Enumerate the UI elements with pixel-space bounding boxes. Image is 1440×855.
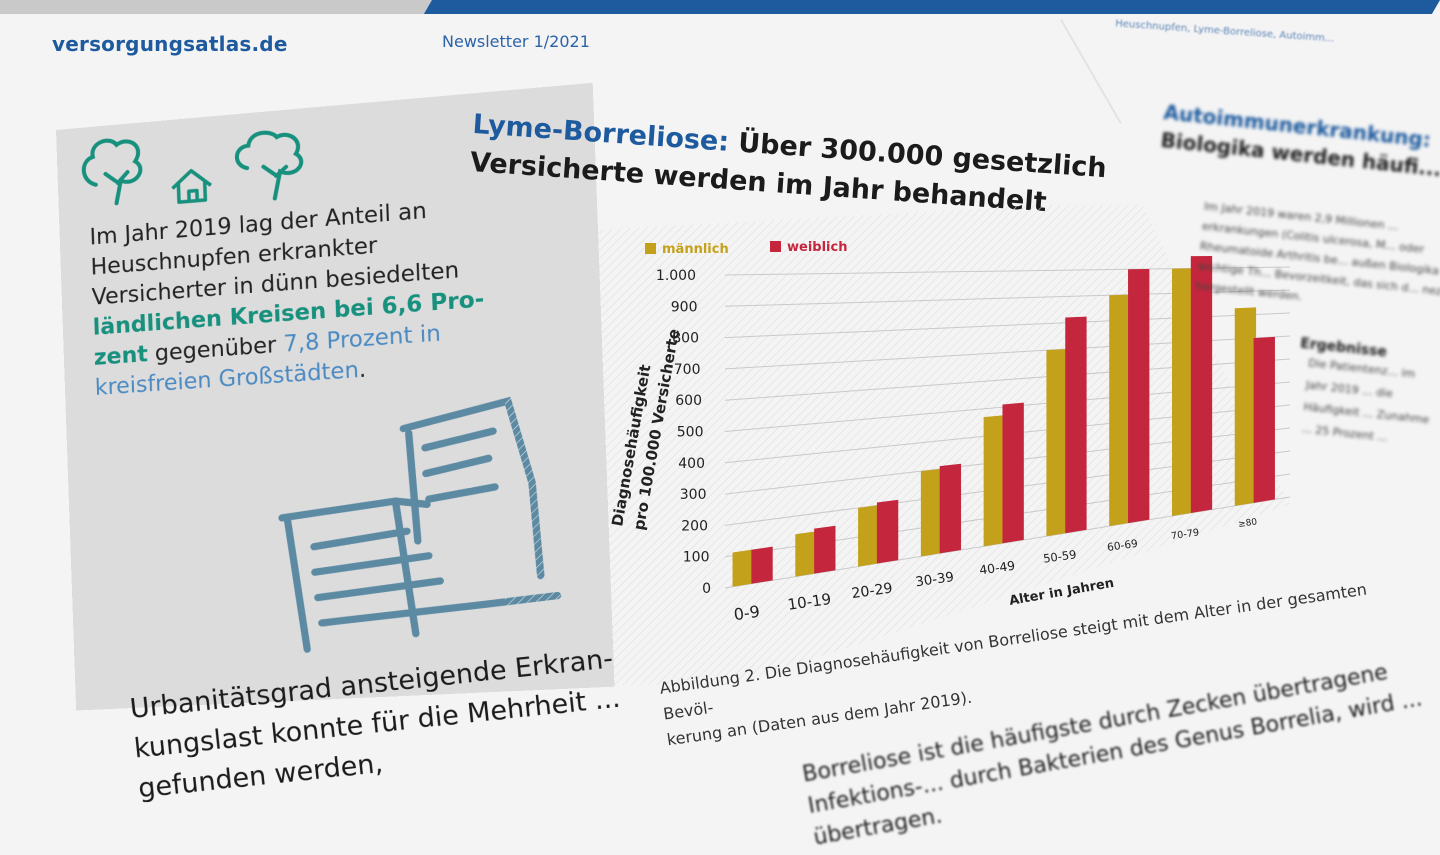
tree-icon: [225, 121, 320, 210]
right-column-body: Im Jahr 2019 waren 2,9 Millionen ... erk…: [1145, 191, 1440, 322]
house-icon: [168, 163, 216, 207]
column-divider: [1060, 19, 1122, 124]
bar-männlich: [1109, 295, 1130, 527]
newsletter-label: Newsletter 1/2021: [442, 32, 590, 51]
y-tick-label: 300: [680, 487, 707, 503]
y-tick-label: 400: [678, 456, 705, 472]
x-tick-label: 0-9: [732, 602, 761, 624]
bar-weiblich: [940, 464, 961, 554]
bar-weiblich: [751, 547, 772, 584]
y-tick-label: 900: [671, 299, 698, 315]
y-tick-label: 100: [683, 550, 710, 566]
legend-swatch: [770, 241, 781, 252]
top-bar-blue: [424, 0, 1440, 14]
page-header-nav: Heuschnupfen, Lyme-Borreliose, Autoimm..…: [1115, 18, 1335, 44]
y-tick-label: 500: [677, 425, 704, 441]
bar-weiblich: [1002, 403, 1023, 544]
bar-männlich: [858, 505, 879, 567]
top-bar-grey: [0, 0, 440, 14]
bar-weiblich: [1065, 317, 1086, 534]
legend-label: männlich: [662, 242, 729, 257]
x-tick-label: ≥80: [1238, 517, 1258, 530]
bar-männlich: [1046, 349, 1067, 536]
info-text-part: gegenüber: [147, 332, 283, 367]
bar-männlich: [984, 415, 1005, 546]
info-box-text: Im Jahr 2019 lag der Anteil an Heuschnup…: [89, 191, 496, 404]
legend-label: weiblich: [787, 240, 847, 255]
y-tick-label: 1.000: [656, 268, 696, 284]
site-name[interactable]: versorgungsatlas.de: [52, 32, 288, 56]
bar-männlich: [921, 469, 942, 557]
bar-männlich: [733, 549, 754, 586]
info-text-part: .: [358, 357, 366, 383]
y-tick-label: 200: [681, 518, 708, 534]
tree-icon: [74, 129, 167, 217]
legend-swatch: [645, 243, 656, 254]
bar-weiblich: [814, 526, 835, 574]
y-tick-label: 0: [702, 581, 711, 597]
y-tick-label: 600: [675, 393, 702, 409]
bar-männlich: [795, 531, 816, 576]
bar-weiblich: [877, 500, 898, 564]
y-tick-label: 700: [674, 362, 701, 378]
right-column: Autoimmunerkrankung: Biologika werden hä…: [1131, 100, 1440, 454]
